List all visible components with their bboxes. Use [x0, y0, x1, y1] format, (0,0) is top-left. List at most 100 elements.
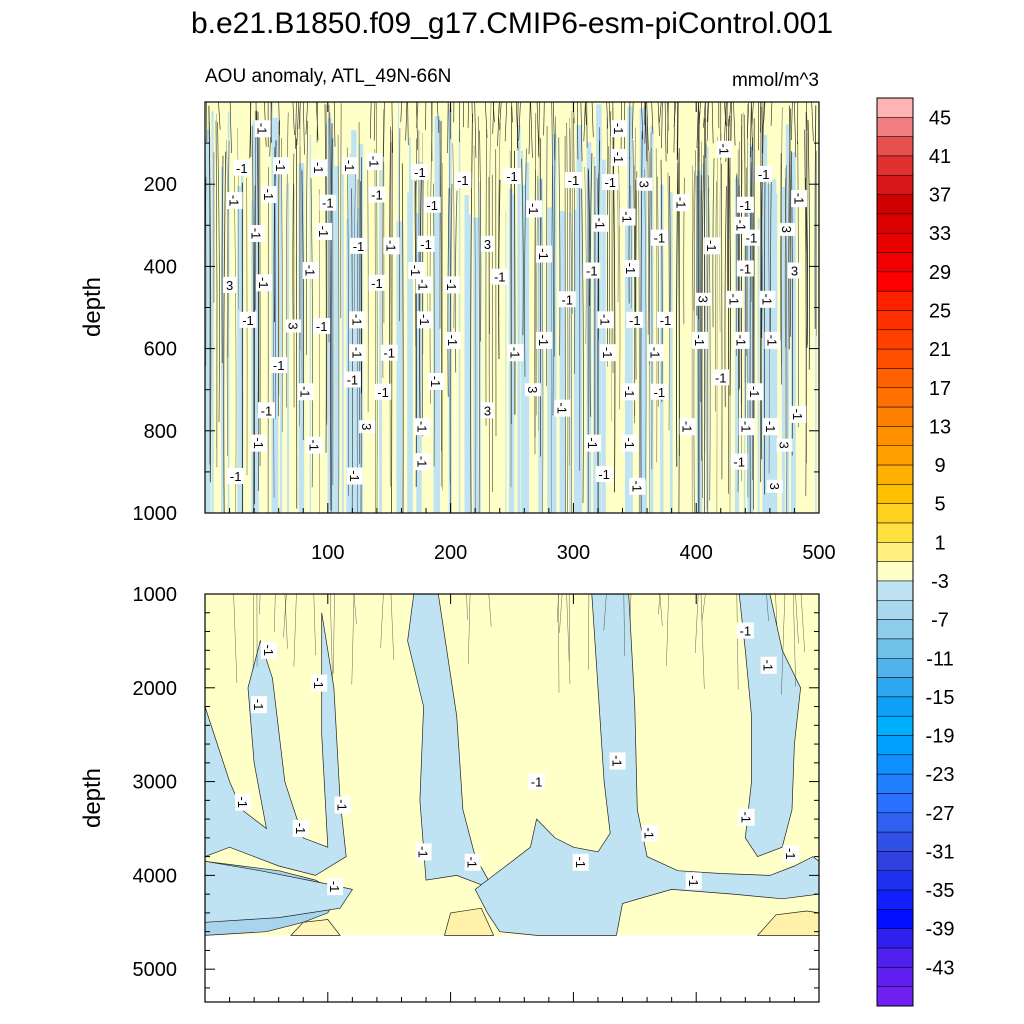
upper-negative-streak: [287, 182, 290, 513]
colorbar-label: -7: [931, 610, 949, 632]
colorbar-label: 33: [929, 223, 951, 245]
upper-contour-label-box: [239, 311, 257, 328]
lower-surface-contour: [390, 594, 394, 660]
upper-panel: AOU anomaly, ATL_49N-66N mmol/m^3 -1-1 -1…: [79, 66, 836, 564]
upper-contour-line: [452, 143, 455, 329]
upper-contour-line: [660, 159, 663, 402]
upper-contour-label: -1: [443, 276, 460, 294]
colorbar-box: [876, 117, 914, 137]
lower-surface-contour: [603, 594, 607, 631]
upper-surface-contour: [673, 102, 676, 153]
upper-contour-label: -1: [249, 225, 265, 243]
upper-contour-label: -1: [260, 185, 277, 203]
colorbar-box: [876, 967, 914, 987]
colorbar-box: [876, 561, 914, 582]
upper-contour-label-text: -1: [536, 248, 551, 260]
colorbar-label: -39: [926, 919, 955, 941]
upper-contour-label-box: [730, 453, 748, 470]
upper-negative-streak: [349, 153, 355, 513]
upper-contour-line: [292, 153, 295, 324]
lower-contour-label-box: [738, 808, 755, 826]
upper-contour-label-text: -1: [249, 228, 264, 240]
upper-contour-line: [421, 174, 424, 437]
upper-surface-contour: [746, 102, 749, 139]
upper-negative-streak: [341, 169, 344, 513]
upper-contour-label-box: [223, 276, 237, 293]
lower-y-tick-label: 2000: [133, 678, 178, 700]
upper-contour-label: -1: [764, 331, 781, 349]
upper-contour-line: [667, 172, 670, 431]
upper-negative-streak: [627, 106, 633, 513]
upper-contour-label: -1: [733, 331, 750, 349]
upper-negative-streak: [418, 161, 422, 513]
lower-surface-contour: [736, 594, 739, 690]
upper-contour-label-text: -1: [598, 467, 610, 482]
upper-surface-contour: [391, 102, 393, 153]
colorbar-box: [876, 909, 914, 929]
upper-contour-label: -1: [736, 260, 754, 277]
upper-contour-label: -1: [346, 467, 363, 485]
upper-negative-streak: [521, 184, 526, 513]
lower-contour-label-box: [334, 796, 351, 814]
colorbar-box: [876, 348, 914, 369]
upper-contour-label-text: -1: [790, 409, 805, 421]
lower-contour-label-text: -1: [531, 775, 543, 790]
upper-contour-label-text: -1: [306, 439, 321, 451]
colorbar-box: [876, 387, 914, 408]
upper-contour-label-box: [374, 383, 392, 400]
lower-contour-label: -1: [311, 674, 328, 692]
upper-contour-label-box: [610, 148, 627, 166]
upper-contour-label: -1: [316, 222, 333, 240]
upper-contour-label: -1: [227, 468, 245, 485]
upper-contour-label: -1: [755, 165, 773, 182]
colorbar-box: [876, 793, 914, 814]
upper-contour-label: -1: [610, 148, 627, 166]
upper-contour-label-text: -1: [261, 403, 273, 418]
lower-surface-contour: [701, 594, 706, 621]
upper-contour-label: -1: [341, 157, 358, 175]
upper-contour-line: [727, 150, 729, 303]
upper-contour-label: -1: [626, 311, 644, 328]
upper-contour-label-box: [736, 196, 754, 213]
upper-contour-line: [479, 130, 482, 342]
upper-surface-contour: [295, 102, 297, 149]
colorbar-label: -31: [926, 841, 955, 863]
upper-negative-streak: [669, 192, 673, 513]
upper-contour-label: -1: [368, 186, 386, 203]
upper-surface-contour: [416, 102, 419, 128]
upper-contour-line: [597, 127, 600, 513]
upper-contour-label-box: [726, 290, 743, 308]
lower-axis-ticks: 1000 2000 3000 4000 5000: [133, 584, 820, 1002]
upper-negative-streak: [517, 125, 521, 513]
upper-contour-label-text: -1: [604, 175, 616, 190]
upper-contour-line: [473, 145, 477, 513]
colorbar-box: [876, 252, 914, 273]
upper-surface-contour: [530, 102, 533, 158]
upper-contour-label: 3: [776, 438, 793, 452]
upper-contour-line: [419, 166, 423, 430]
upper-contour-label-box: [427, 372, 444, 390]
upper-contour-label-text: -1: [758, 167, 770, 182]
upper-contour-label: -1: [629, 477, 646, 495]
upper-surface-contour: [591, 102, 594, 138]
upper-contour-label-text: -1: [554, 402, 569, 414]
upper-contour-line: [638, 190, 640, 513]
upper-contour-label: -1: [254, 120, 271, 138]
colorbar-box: [876, 600, 914, 620]
upper-negative-streak: [409, 175, 413, 513]
upper-surface-contour: [580, 102, 583, 162]
upper-contour-label-box: [255, 274, 272, 292]
upper-contour-label-box: [733, 331, 750, 349]
upper-surface-contour: [606, 102, 609, 129]
upper-contour-label-text: -1: [654, 231, 666, 246]
upper-contour-label-box: [704, 237, 721, 255]
upper-contour-line: [477, 116, 480, 513]
upper-negative-streak: [793, 193, 795, 513]
lower-contour-label: -1: [782, 845, 799, 863]
upper-contour-label-text: -1: [416, 279, 431, 291]
upper-contour-label: -1: [619, 208, 636, 226]
upper-contour-line: [668, 175, 671, 321]
upper-contour-label-box: [480, 402, 494, 419]
upper-contour-label-box: [619, 208, 636, 226]
upper-contour-line: [573, 118, 576, 374]
